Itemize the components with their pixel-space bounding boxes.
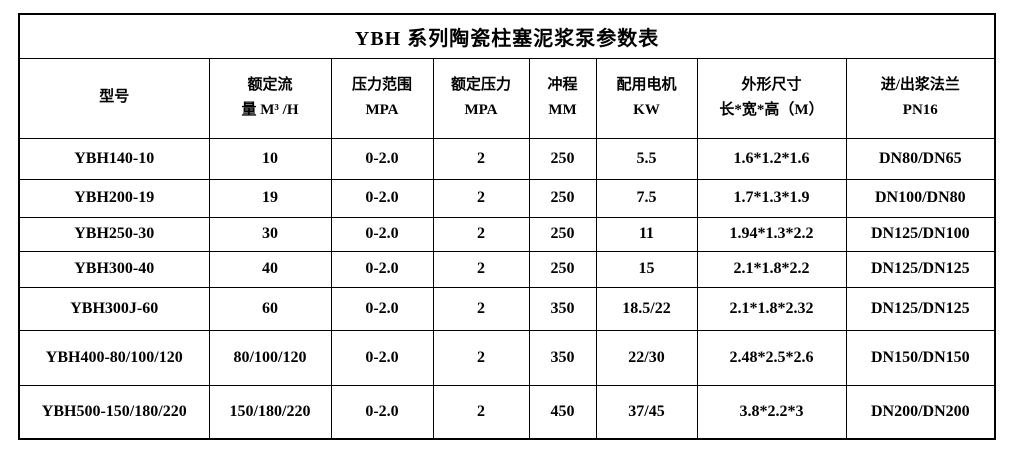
cell-matched-motor: 11 (595, 216, 698, 252)
cell-pressure-range: 0-2.0 (330, 286, 434, 331)
col-header-pressure-range-line: 压力范围 (351, 76, 412, 93)
col-header-inlet-outlet-flange-line: 进/出浆法兰 (880, 76, 960, 93)
cell-stroke: 350 (528, 329, 597, 386)
cell-rated-flow: 80/100/120 (208, 329, 332, 386)
cell-inlet-outlet-flange: DN125/DN125 (845, 250, 996, 288)
cell-pressure-range: 0-2.0 (330, 216, 434, 252)
cell-model: YBH250-30 (18, 216, 210, 252)
cell-matched-motor: 18.5/22 (595, 286, 698, 331)
col-header-rated-flow: 额定流量 M³ /H (208, 57, 332, 139)
cell-rated-flow: 60 (208, 286, 332, 331)
col-header-pressure-range: 压力范围 MPA (330, 57, 434, 139)
cell-rated-flow: 150/180/220 (208, 384, 332, 440)
col-header-pressure-range-line: MPA (365, 102, 399, 118)
col-header-matched-motor-line: 配用电机 (616, 76, 677, 93)
cell-model: YBH140-10 (18, 137, 210, 180)
cell-inlet-outlet-flange: DN200/DN200 (845, 384, 996, 440)
cell-stroke: 250 (528, 250, 597, 288)
col-header-model-line: 型号 (99, 89, 130, 106)
col-header-rated-pressure: 额定压力 MPA (432, 57, 530, 139)
cell-stroke: 250 (528, 137, 597, 180)
col-header-overall-size-line: 外形尺寸 (741, 76, 802, 93)
col-header-stroke: 冲程 MM (528, 57, 597, 139)
cell-matched-motor: 5.5 (595, 137, 698, 180)
cell-rated-flow: 19 (208, 178, 332, 218)
cell-rated-flow: 40 (208, 250, 332, 288)
col-header-rated-flow-line: 额定流 (247, 76, 293, 93)
table-header-row: 型号 额定流量 M³ /H 压力范围 MPA 额定压力 MPA 冲程 MM 配用电机 KW 外形尺寸… (18, 57, 996, 139)
cell-model: YBH300J-60 (18, 286, 210, 331)
cell-rated-flow: 30 (208, 216, 332, 252)
col-header-overall-size-line: 长*宽*高（M） (719, 102, 824, 118)
col-header-inlet-outlet-flange: 进/出浆法兰 PN16 (845, 57, 996, 139)
cell-matched-motor: 22/30 (595, 329, 698, 386)
cell-rated-pressure: 2 (432, 329, 530, 386)
cell-matched-motor: 37/45 (595, 384, 698, 440)
col-header-rated-flow-line: 量 M³ /H (241, 102, 299, 118)
cell-stroke: 450 (528, 384, 597, 440)
cell-rated-pressure: 2 (432, 250, 530, 288)
cell-overall-size: 2.48*2.5*2.6 (696, 329, 847, 386)
cell-pressure-range: 0-2.0 (330, 137, 434, 180)
col-header-stroke-line: MM (548, 102, 577, 118)
cell-overall-size: 3.8*2.2*3 (696, 384, 847, 440)
table-title: YBH 系列陶瓷柱塞泥浆泵参数表 (18, 13, 996, 59)
cell-inlet-outlet-flange: DN150/DN150 (845, 329, 996, 386)
col-header-overall-size: 外形尺寸长*宽*高（M） (696, 57, 847, 139)
col-header-rated-pressure-line: 额定压力 (450, 76, 511, 93)
cell-pressure-range: 0-2.0 (330, 329, 434, 386)
cell-rated-pressure: 2 (432, 286, 530, 331)
cell-inlet-outlet-flange: DN125/DN125 (845, 286, 996, 331)
cell-rated-pressure: 2 (432, 384, 530, 440)
cell-overall-size: 2.1*1.8*2.32 (696, 286, 847, 331)
cell-overall-size: 1.7*1.3*1.9 (696, 178, 847, 218)
cell-pressure-range: 0-2.0 (330, 384, 434, 440)
col-header-rated-pressure-line: MPA (464, 102, 498, 118)
cell-matched-motor: 15 (595, 250, 698, 288)
cell-overall-size: 2.1*1.8*2.2 (696, 250, 847, 288)
col-header-matched-motor: 配用电机 KW (595, 57, 698, 139)
table-row: YBH300-40 40 0-2.0 2 250 15 2.1*1.8*2.2 DN125/D… (18, 250, 996, 288)
cell-inlet-outlet-flange: DN80/DN65 (845, 137, 996, 180)
table-row: YBH500-150/180/220 150/180/220 0-2.0 2 450 37… (18, 384, 996, 440)
cell-model: YBH400-80/100/120 (18, 329, 210, 386)
col-header-model: 型号 (18, 57, 210, 139)
table-body: YBH140-10 10 0-2.0 2 250 5.5 1.6*1.2*1.6 DN80/D… (18, 137, 996, 440)
pump-parameters-table: YBH 系列陶瓷柱塞泥浆泵参数表 型号 额定流量 M³ /H 压力范围 MPA 额定压力… (18, 13, 997, 440)
cell-stroke: 250 (528, 178, 597, 218)
cell-stroke: 350 (528, 286, 597, 331)
cell-model: YBH300-40 (18, 250, 210, 288)
cell-stroke: 250 (528, 216, 597, 252)
cell-matched-motor: 7.5 (595, 178, 698, 218)
table-row: YBH250-30 30 0-2.0 2 250 11 1.94*1.3*2.2 DN125/… (18, 216, 996, 252)
cell-rated-flow: 10 (208, 137, 332, 180)
cell-rated-pressure: 2 (432, 216, 530, 252)
cell-model: YBH200-19 (18, 178, 210, 218)
cell-rated-pressure: 2 (432, 178, 530, 218)
cell-rated-pressure: 2 (432, 137, 530, 180)
cell-pressure-range: 0-2.0 (330, 178, 434, 218)
cell-overall-size: 1.6*1.2*1.6 (696, 137, 847, 180)
cell-inlet-outlet-flange: DN100/DN80 (845, 178, 996, 218)
table-row: YBH200-19 19 0-2.0 2 250 7.5 1.7*1.3*1.9 DN100/… (18, 178, 996, 218)
cell-inlet-outlet-flange: DN125/DN100 (845, 216, 996, 252)
cell-overall-size: 1.94*1.3*2.2 (696, 216, 847, 252)
col-header-inlet-outlet-flange-line: PN16 (902, 102, 938, 118)
table-row: YBH140-10 10 0-2.0 2 250 5.5 1.6*1.2*1.6 DN80/D… (18, 137, 996, 180)
table-row: YBH400-80/100/120 80/100/120 0-2.0 2 350 22/3… (18, 329, 996, 386)
col-header-matched-motor-line: KW (633, 102, 660, 118)
col-header-stroke-line: 冲程 (547, 76, 578, 93)
table-row: YBH300J-60 60 0-2.0 2 350 18.5/22 2.1*1.8*2.32… (18, 286, 996, 331)
cell-model: YBH500-150/180/220 (18, 384, 210, 440)
table-title-row: YBH 系列陶瓷柱塞泥浆泵参数表 (18, 13, 996, 59)
cell-pressure-range: 0-2.0 (330, 250, 434, 288)
